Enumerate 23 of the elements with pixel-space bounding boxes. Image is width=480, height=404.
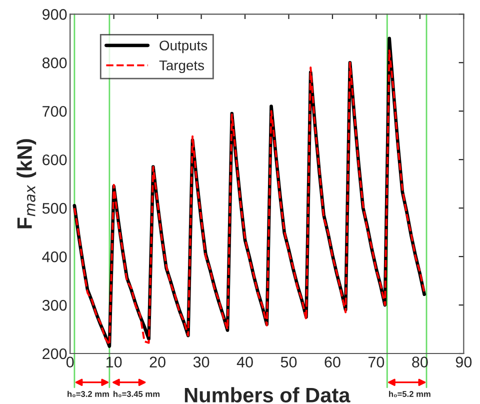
legend-label: Targets [159, 60, 204, 74]
x-tick-label: 90 [456, 356, 472, 368]
x-axis-title: Numbers of Data [184, 387, 350, 402]
x-tick-label: 60 [324, 356, 340, 368]
x-tick-label: 30 [193, 356, 210, 368]
y-tick-label: 400 [42, 251, 67, 262]
text: h₀=5.2 mm [389, 390, 430, 398]
x-tick-label: 50 [280, 356, 297, 368]
x-tick-label: 70 [368, 356, 384, 368]
y-tick-label: 500 [42, 202, 67, 214]
text: h₀=3.45 mm [114, 390, 160, 398]
text: h₀=3.2 mm [68, 390, 109, 398]
y-tick-label: 900 [42, 9, 67, 20]
y-tick-label: 800 [42, 57, 67, 68]
x-tick-label: 40 [236, 356, 253, 368]
x-tick-label: 0 [66, 356, 74, 368]
y-tick-label: 300 [42, 300, 67, 311]
legend-label: Outputs [160, 40, 208, 54]
y-axis-title: F$_{max}$ (kN) [16, 139, 36, 228]
y-tick-label: 700 [42, 106, 67, 117]
y-tick-label: 600 [42, 154, 67, 166]
x-tick-label: 20 [150, 356, 166, 368]
y-tick-label: 200 [42, 348, 67, 360]
